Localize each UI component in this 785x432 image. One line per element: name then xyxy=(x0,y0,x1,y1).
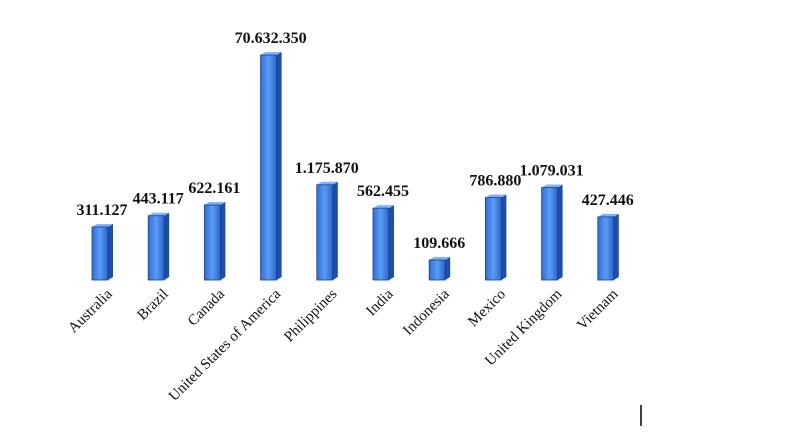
bar-side xyxy=(276,52,282,280)
bar xyxy=(260,54,278,281)
bar xyxy=(91,226,109,281)
category-label: Indonesia xyxy=(400,286,453,339)
bar-top xyxy=(373,205,394,209)
category-label: Canada xyxy=(185,286,228,329)
bar-top xyxy=(541,184,563,188)
bar-side xyxy=(220,201,226,280)
bar-side xyxy=(613,213,619,280)
value-label: 109.666 xyxy=(413,235,465,252)
bar-side xyxy=(164,212,170,280)
bar-top xyxy=(316,181,338,185)
bar xyxy=(372,207,390,281)
category-label: Mexico xyxy=(465,286,509,330)
category-label: Australia xyxy=(65,286,115,336)
value-label: 70.632.350 xyxy=(235,30,307,47)
value-label: 786.880 xyxy=(469,173,521,190)
category-label: United States of America xyxy=(166,286,284,404)
bar-side xyxy=(445,257,451,280)
bar-top xyxy=(597,213,619,217)
bar-top xyxy=(148,212,170,216)
bar-top xyxy=(260,52,282,55)
bar-side xyxy=(557,184,563,280)
bar xyxy=(428,259,446,281)
value-label: 1.079.031 xyxy=(520,163,584,180)
bar-side xyxy=(389,205,394,280)
value-label: 311.127 xyxy=(76,202,127,219)
value-label: 562.455 xyxy=(357,183,409,200)
bar-side xyxy=(108,223,113,280)
bar-top xyxy=(429,257,451,260)
category-label: Philippines xyxy=(281,286,340,345)
bar-top xyxy=(92,223,113,227)
value-label: 622.161 xyxy=(188,180,240,197)
bar xyxy=(541,187,558,281)
bar-top xyxy=(204,201,226,205)
value-label: 1.175.870 xyxy=(295,160,359,177)
bar xyxy=(147,215,165,281)
category-label: Vietnam xyxy=(574,286,621,333)
category-label: India xyxy=(363,286,396,319)
bar xyxy=(316,184,334,281)
category-label: Brazil xyxy=(135,286,172,323)
value-label: 427.446 xyxy=(582,192,634,209)
value-label: 443.117 xyxy=(133,191,184,208)
bar xyxy=(203,204,221,281)
bar-top xyxy=(485,194,507,198)
bar xyxy=(484,197,502,281)
bar-side xyxy=(501,194,507,280)
bar xyxy=(597,216,615,281)
bar-side xyxy=(332,181,338,280)
